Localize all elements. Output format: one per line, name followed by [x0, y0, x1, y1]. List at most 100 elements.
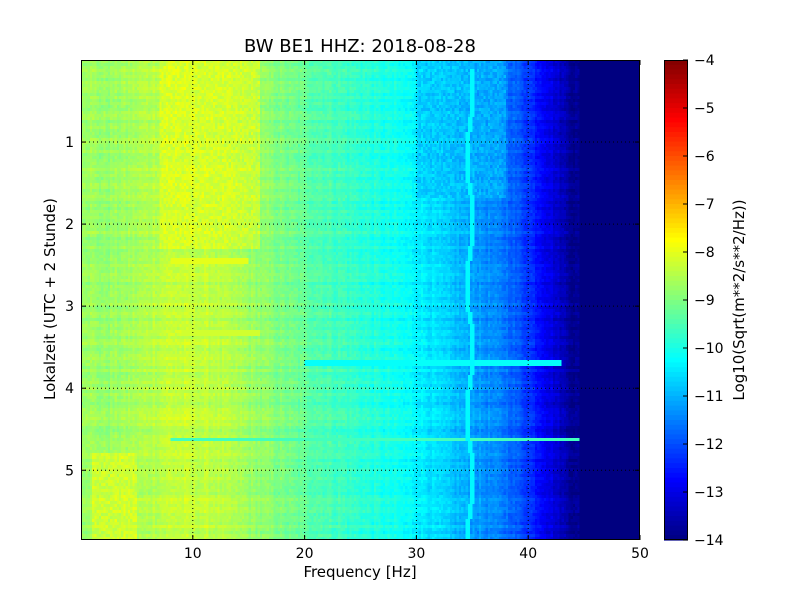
colorbar-segment — [664, 69, 688, 75]
colorbar-segment — [664, 348, 688, 354]
colorbar-segment — [664, 189, 688, 195]
colorbar-segment — [664, 276, 688, 282]
colorbar-tick-label: −5 — [694, 101, 715, 117]
colorbar-tick-label: −11 — [694, 389, 724, 405]
colorbar-segment — [664, 261, 688, 267]
colorbar-segment — [664, 223, 688, 229]
colorbar-segment — [664, 391, 688, 397]
chart-title: BW BE1 HHZ: 2018-08-28 — [244, 36, 476, 57]
colorbar-tick-label: −4 — [694, 53, 715, 69]
colorbar-segment — [664, 333, 688, 339]
colorbar-segment — [664, 266, 688, 272]
colorbar-segment — [664, 170, 688, 176]
colorbar-segment — [664, 328, 688, 335]
colorbar: −4 −5 −6 −7 −8 −9 −10 −11 −12 −13 −14 — [664, 53, 724, 549]
colorbar-segment — [664, 496, 688, 503]
colorbar-segment — [664, 295, 688, 301]
colorbar-segment — [664, 136, 688, 143]
colorbar-segment — [664, 396, 688, 402]
colorbar-segment — [664, 482, 688, 488]
colorbar-tick-label: −12 — [694, 437, 724, 453]
colorbar-tick-label: −6 — [694, 149, 715, 165]
colorbar-segment — [664, 84, 688, 90]
colorbar-segment — [664, 199, 688, 205]
x-tick-label: 50 — [631, 546, 649, 562]
y-tick-label: 5 — [65, 463, 74, 479]
colorbar-tick-label: −7 — [694, 197, 715, 213]
colorbar-segment — [664, 117, 688, 123]
colorbar-segment — [664, 304, 688, 311]
colorbar-segment — [664, 175, 688, 181]
colorbar-segment — [664, 122, 688, 128]
colorbar-segment — [664, 424, 688, 431]
colorbar-segment — [664, 410, 688, 416]
colorbar-tick-label: −13 — [694, 485, 724, 501]
colorbar-segment — [664, 247, 688, 253]
y-tick-label: 2 — [65, 217, 74, 233]
colorbar-segment — [664, 405, 688, 411]
y-axis-label: Lokalzeit (UTC + 2 Stunde) — [41, 198, 59, 400]
colorbar-segment — [664, 213, 688, 219]
colorbar-segment — [664, 108, 688, 114]
colorbar-segment — [664, 477, 688, 483]
y-tick-label: 1 — [65, 135, 74, 151]
colorbar-segment — [664, 74, 688, 80]
colorbar-segment — [664, 218, 688, 224]
y-tick-label: 3 — [65, 299, 74, 315]
colorbar-segment — [664, 228, 688, 234]
colorbar-segment — [664, 434, 688, 440]
colorbar-segment — [664, 180, 688, 186]
colorbar-segment — [664, 372, 688, 378]
colorbar-segment — [664, 160, 688, 167]
colorbar-segment — [664, 309, 688, 315]
colorbar-segment — [664, 285, 688, 291]
colorbar-segment — [664, 151, 688, 157]
colorbar-segment — [664, 141, 688, 147]
x-axis-label: Frequency [Hz] — [303, 563, 416, 581]
plot-area: 10 20 30 40 50 1 2 3 4 5 — [65, 60, 649, 562]
colorbar-segment — [664, 429, 688, 435]
colorbar-segment — [664, 458, 688, 464]
colorbar-segment — [664, 88, 688, 95]
colorbar-segment — [664, 525, 688, 531]
colorbar-segment — [664, 530, 688, 536]
spectrogram-raster — [81, 60, 640, 540]
colorbar-segment — [664, 487, 688, 493]
colorbar-segment — [664, 516, 688, 522]
colorbar-segment — [664, 300, 688, 306]
plot-frame — [81, 60, 640, 540]
colorbar-segment — [664, 290, 688, 296]
colorbar-segment — [664, 324, 688, 330]
colorbar-segment — [664, 381, 688, 387]
colorbar-segment — [664, 352, 688, 359]
colorbar-segment — [664, 146, 688, 152]
colorbar-segment — [664, 103, 688, 109]
colorbar-segment — [664, 511, 688, 517]
colorbar-segment — [664, 132, 688, 138]
colorbar-tick-label: −10 — [694, 341, 724, 357]
colorbar-segment — [664, 520, 688, 527]
colorbar-segment — [664, 343, 688, 349]
colorbar-segment — [664, 64, 688, 71]
colorbar-segment — [664, 501, 688, 507]
colorbar-segment — [664, 535, 688, 541]
colorbar-segment — [664, 208, 688, 215]
colorbar-segment — [664, 184, 688, 191]
y-tick-label: 4 — [65, 381, 74, 397]
colorbar-label: Log10(Sqrt(m**2/s**2/Hz)) — [730, 199, 748, 400]
colorbar-segment — [664, 127, 688, 133]
colorbar-segment — [664, 444, 688, 450]
colorbar-segment — [664, 271, 688, 277]
colorbar-segment — [664, 357, 688, 363]
colorbar-segment — [664, 204, 688, 210]
colorbar-segment — [664, 60, 688, 66]
colorbar-segment — [664, 79, 688, 85]
colorbar-segment — [664, 338, 688, 344]
colorbar-segment — [664, 415, 688, 421]
colorbar-segment — [664, 468, 688, 474]
colorbar-segment — [664, 506, 688, 512]
colorbar-segment — [664, 280, 688, 287]
colorbar-segment — [664, 400, 688, 407]
x-tick-label: 20 — [296, 546, 314, 562]
